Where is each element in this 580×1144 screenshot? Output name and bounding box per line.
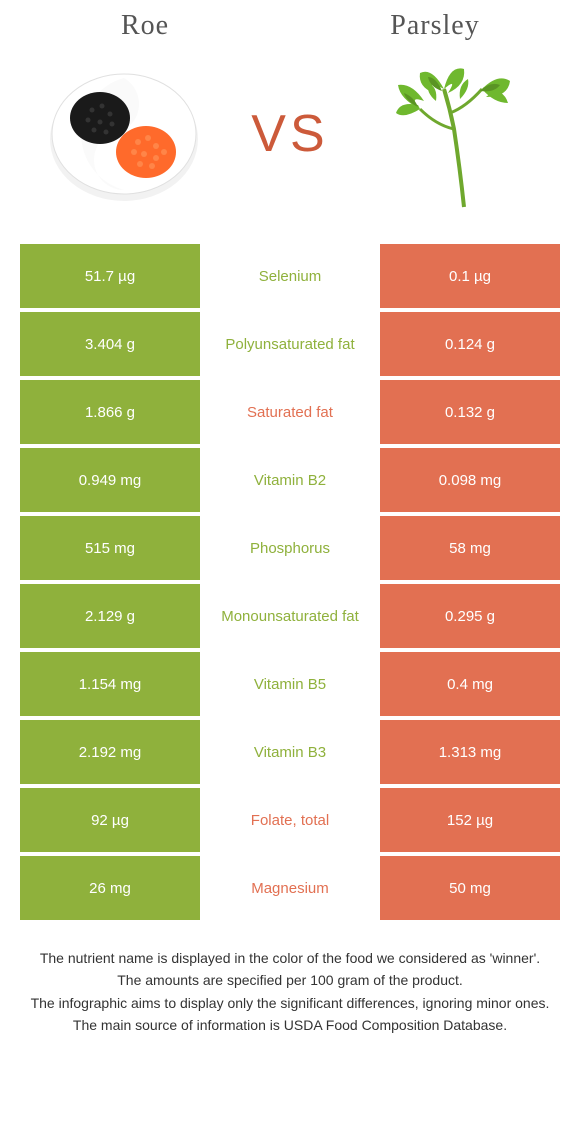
nutrient-name: Vitamin B5 (200, 652, 380, 716)
left-value: 92 µg (20, 788, 200, 852)
title-left: Roe (0, 10, 290, 42)
nutrient-name: Saturated fat (200, 380, 380, 444)
vs-label: VS (251, 104, 328, 164)
right-value: 152 µg (380, 788, 560, 852)
table-row: 26 mgMagnesium50 mg (20, 856, 560, 920)
footer-line: The main source of information is USDA F… (30, 1015, 550, 1035)
right-value: 0.1 µg (380, 244, 560, 308)
table-row: 2.192 mgVitamin B31.313 mg (20, 720, 560, 784)
left-value: 2.192 mg (20, 720, 200, 784)
left-value: 3.404 g (20, 312, 200, 376)
left-value: 51.7 µg (20, 244, 200, 308)
right-value: 0.132 g (380, 380, 560, 444)
right-value: 0.124 g (380, 312, 560, 376)
table-row: 92 µgFolate, total152 µg (20, 788, 560, 852)
right-value: 0.4 mg (380, 652, 560, 716)
nutrient-name: Vitamin B3 (200, 720, 380, 784)
nutrient-name: Magnesium (200, 856, 380, 920)
footer-line: The amounts are specified per 100 gram o… (30, 970, 550, 990)
nutrient-table: 51.7 µgSelenium0.1 µg3.404 gPolyunsatura… (20, 244, 560, 920)
left-value: 26 mg (20, 856, 200, 920)
table-row: 1.154 mgVitamin B50.4 mg (20, 652, 560, 716)
left-value: 515 mg (20, 516, 200, 580)
nutrient-name: Folate, total (200, 788, 380, 852)
right-value: 0.295 g (380, 584, 560, 648)
title-right: Parsley (290, 10, 580, 42)
nutrient-name: Selenium (200, 244, 380, 308)
footer-notes: The nutrient name is displayed in the co… (30, 948, 550, 1035)
table-row: 51.7 µgSelenium0.1 µg (20, 244, 560, 308)
left-value: 1.866 g (20, 380, 200, 444)
nutrient-name: Vitamin B2 (200, 448, 380, 512)
images-row: VS (0, 48, 580, 244)
comparison-infographic: Roe Parsley VS (0, 0, 580, 1035)
table-row: 515 mgPhosphorus58 mg (20, 516, 560, 580)
left-value: 2.129 g (20, 584, 200, 648)
header-titles: Roe Parsley (0, 0, 580, 48)
nutrient-name: Phosphorus (200, 516, 380, 580)
nutrient-name: Monounsaturated fat (200, 584, 380, 648)
footer-line: The nutrient name is displayed in the co… (30, 948, 550, 968)
table-row: 0.949 mgVitamin B20.098 mg (20, 448, 560, 512)
left-value: 1.154 mg (20, 652, 200, 716)
table-row: 1.866 gSaturated fat0.132 g (20, 380, 560, 444)
roe-image (44, 54, 204, 214)
table-row: 3.404 gPolyunsaturated fat0.124 g (20, 312, 560, 376)
right-value: 58 mg (380, 516, 560, 580)
left-value: 0.949 mg (20, 448, 200, 512)
right-value: 50 mg (380, 856, 560, 920)
right-value: 0.098 mg (380, 448, 560, 512)
footer-line: The infographic aims to display only the… (30, 993, 550, 1013)
right-value: 1.313 mg (380, 720, 560, 784)
nutrient-name: Polyunsaturated fat (200, 312, 380, 376)
table-row: 2.129 gMonounsaturated fat0.295 g (20, 584, 560, 648)
parsley-image (376, 54, 536, 214)
